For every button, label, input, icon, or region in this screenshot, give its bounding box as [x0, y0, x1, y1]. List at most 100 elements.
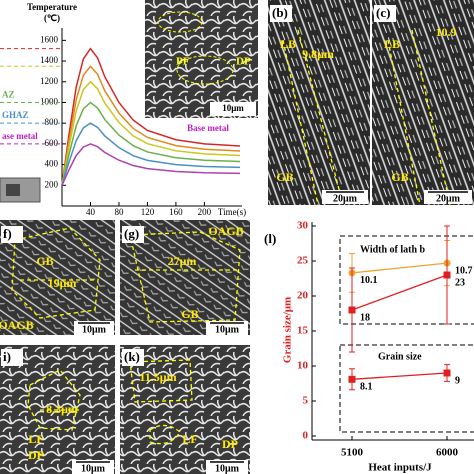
boundary-outline — [149, 424, 181, 445]
y-tick-label: 400 — [45, 159, 59, 169]
y-tick-label: 1400 — [40, 55, 59, 65]
y-tick-label: 1600 — [40, 34, 59, 44]
data-label: 23 — [455, 277, 465, 288]
legend-title: Grain size — [378, 351, 422, 362]
y-axis-label: Temperature — [27, 2, 77, 12]
reference-label: AZ — [2, 90, 15, 100]
annotation: GB — [276, 170, 293, 184]
grain-outline — [157, 11, 203, 33]
temperature-curve — [61, 65, 241, 186]
phase-label: PF — [176, 56, 190, 68]
x-tick-label: 5100 — [341, 447, 364, 459]
data-point — [443, 369, 451, 377]
annotation: DP — [222, 437, 238, 451]
data-label: 9 — [455, 375, 460, 386]
inset-caption: Base metal — [187, 123, 229, 133]
panel-label-box — [122, 226, 144, 243]
boundary-outline — [129, 359, 193, 403]
scale-box — [206, 321, 248, 335]
temperature-curve — [61, 122, 241, 186]
annotation: 27μm — [168, 254, 197, 268]
annotation: 9.8μm — [302, 47, 334, 61]
temperature-curve — [61, 80, 241, 186]
y-tick-label: 5 — [303, 395, 309, 407]
boundary-outline — [387, 39, 421, 206]
phase-label: DP — [236, 56, 251, 68]
scale-label: 10μm — [215, 463, 240, 474]
annotation: 8.3μm — [46, 402, 78, 416]
reference-label: ase metal — [2, 131, 38, 141]
panel-label-box — [270, 5, 292, 22]
legend-title: Width of lath b — [360, 244, 426, 255]
data-point — [348, 375, 356, 383]
y-axis-label: Grain size/μm — [282, 297, 294, 363]
scale-box — [322, 190, 368, 204]
series-line — [351, 262, 448, 274]
scale-label: 20μm — [436, 193, 461, 204]
temperature-curve — [61, 47, 241, 186]
annotation: 11.5μm — [139, 370, 176, 384]
annotation: GB — [391, 170, 408, 184]
boundary-outline — [297, 29, 344, 206]
data-point — [348, 306, 356, 314]
scale-label: 10μm — [82, 324, 107, 335]
panel-label: i) — [3, 349, 11, 364]
panel-label: (b) — [272, 5, 288, 20]
y-tick-label: 0 — [303, 430, 309, 442]
y-tick-label: 10 — [297, 360, 309, 372]
annotation: 19μm — [48, 276, 77, 290]
x-axis-label: Heat inputs/J — [368, 462, 432, 474]
panel-label: (c) — [376, 5, 390, 20]
annotation: 10.9 — [436, 25, 457, 39]
series-line — [351, 274, 448, 311]
annotation: OAGB — [0, 318, 34, 332]
scale-label: 10μm — [222, 103, 244, 113]
panel-label: (l) — [264, 231, 276, 246]
y-tick-label: 200 — [45, 179, 59, 189]
scale-box — [206, 460, 248, 474]
x-tick-label: 80 — [114, 207, 124, 217]
temperature-curve — [61, 143, 241, 186]
scale-label: 10μm — [81, 463, 106, 474]
temperature-curve — [61, 101, 241, 186]
boundary-outline — [282, 39, 319, 206]
reference-label: GHAZ — [2, 110, 29, 120]
annotation: LB — [280, 37, 296, 51]
x-tick-label: 6000 — [436, 447, 459, 459]
y-tick-label: 25 — [297, 255, 309, 267]
annotation: LF — [182, 432, 197, 446]
x-tick-label: 200 — [198, 207, 212, 217]
panel-label-box — [1, 349, 23, 366]
scale-box — [210, 102, 256, 116]
y-tick-label: 1000 — [40, 97, 59, 107]
x-tick-label: 160 — [169, 207, 183, 217]
scale-label: 10μm — [215, 324, 240, 335]
y-tick-label: 15 — [297, 325, 309, 337]
boundary-outline — [129, 231, 241, 323]
data-label: 18 — [360, 312, 370, 323]
data-label: 8.1 — [360, 382, 373, 393]
y-tick-label: 800 — [45, 117, 59, 127]
panel-label: (k) — [124, 349, 140, 364]
data-point — [443, 271, 451, 279]
x-tick-label: 40 — [86, 207, 96, 217]
boundary-outline — [411, 29, 451, 206]
annotation: GB — [181, 307, 198, 321]
x-axis-label: Time(s) — [218, 207, 246, 217]
annotation: GB — [36, 254, 53, 268]
y-tick-label: 600 — [45, 138, 59, 148]
y-axis-label: (℃) — [44, 13, 60, 23]
panel-label: (g) — [124, 226, 139, 241]
scale-label: 20μm — [333, 193, 358, 204]
x-tick-label: 120 — [141, 207, 155, 217]
scale-box — [74, 321, 114, 335]
y-tick-label: 30 — [297, 220, 309, 232]
annotation: LF — [28, 432, 43, 446]
thumbnail-detail — [6, 184, 20, 196]
scale-box — [72, 460, 114, 474]
annotation: OAGB — [208, 224, 243, 238]
boundary-outline — [27, 369, 81, 431]
y-tick-label: 20 — [297, 290, 309, 302]
panel-label-box — [122, 349, 144, 366]
